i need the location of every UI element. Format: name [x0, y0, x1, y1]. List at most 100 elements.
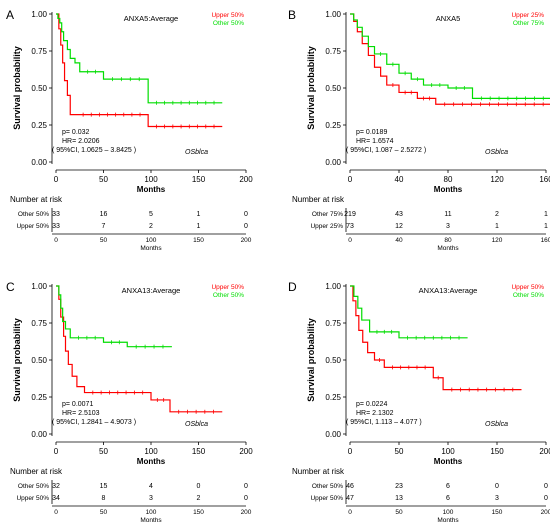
legend-entry: Other 75%: [513, 20, 544, 27]
risk-count: 3: [446, 223, 450, 230]
survival-curve-upper: [350, 285, 522, 391]
risk-x-tick-label: 160: [541, 237, 550, 244]
x-tick-label: 0: [348, 175, 353, 184]
y-tick-label: 0.75: [325, 47, 341, 56]
legend-entry: Other 50%: [213, 20, 244, 27]
x-tick-label: 200: [239, 175, 253, 184]
risk-x-tick-label: 0: [54, 237, 58, 244]
x-tick-label: 0: [54, 447, 59, 456]
legend-entry: Upper 50%: [211, 284, 244, 291]
x-axis-title: Months: [137, 185, 166, 194]
y-tick-label: 0.00: [325, 158, 341, 167]
stat-text: HR= 1.6574: [356, 138, 394, 145]
risk-count: 2: [495, 211, 499, 218]
x-tick-label: 160: [539, 175, 550, 184]
risk-x-tick-label: 200: [241, 237, 252, 244]
survival-curve-other: [350, 285, 468, 339]
risk-x-tick-label: 100: [146, 509, 157, 516]
risk-count: 11: [444, 211, 451, 218]
x-tick-label: 100: [144, 175, 158, 184]
source-label: OSblca: [485, 421, 508, 428]
x-axis-title: Months: [434, 457, 463, 466]
risk-count: 15: [100, 483, 108, 490]
risk-x-tick-label: 0: [54, 509, 58, 516]
y-tick-label: 0.75: [31, 319, 47, 328]
km-panel-c: C0.000.250.500.751.000 50 100 150 200MonthsS…: [6, 280, 253, 524]
risk-count: 3: [149, 495, 153, 502]
stat-text: p= 0.0224: [356, 401, 387, 408]
x-tick-label: 40: [395, 175, 404, 184]
x-tick-label: 50: [395, 447, 404, 456]
risk-count: 12: [395, 223, 403, 230]
risk-count: 6: [446, 495, 450, 502]
risk-count: 32: [52, 483, 60, 490]
y-tick-label: 0.50: [31, 356, 47, 365]
survival-curve-other: [56, 285, 172, 348]
x-axis-title: Months: [434, 185, 463, 194]
risk-row-label: Upper 50%: [310, 495, 343, 502]
risk-x-tick-label: 150: [193, 237, 204, 244]
stat-text: HR= 2.5103: [62, 410, 100, 417]
risk-x-title: Months: [437, 517, 459, 524]
legend-entry: Upper 50%: [211, 12, 244, 19]
y-tick-label: 0.25: [325, 393, 341, 402]
survival-curve-other: [56, 13, 223, 104]
risk-row-label: Upper 50%: [16, 495, 49, 502]
stat-text: ( 95%CI, 1.087 – 2.5272 ): [346, 147, 426, 154]
legend-entry: Upper 25%: [511, 12, 544, 19]
stat-text: ( 95%CI, 1.0625 – 3.8425 ): [52, 147, 136, 154]
risk-count: 1: [197, 211, 201, 218]
chart-title: ANXA13:Average: [419, 286, 478, 295]
risk-count: 0: [495, 483, 499, 490]
risk-count: 7: [102, 223, 106, 230]
risk-x-tick-label: 100: [443, 509, 454, 516]
y-tick-label: 0.50: [325, 84, 341, 93]
survival-curve-other: [350, 13, 550, 99]
risk-count: 1: [544, 211, 548, 218]
chart-title: ANXA5: [436, 14, 461, 23]
y-tick-label: 0.25: [325, 121, 341, 130]
risk-table-title: Number at risk: [10, 195, 63, 204]
panel-letter: B: [288, 8, 296, 22]
risk-x-tick-label: 0: [348, 509, 352, 516]
risk-count: 2: [149, 223, 153, 230]
legend-entry: Other 50%: [213, 292, 244, 299]
risk-x-tick-label: 200: [541, 509, 550, 516]
risk-x-tick-label: 50: [395, 509, 403, 516]
risk-row-label: Upper 50%: [16, 223, 49, 230]
y-axis-title: Survival probability: [12, 318, 22, 402]
risk-count: 219: [344, 211, 356, 218]
risk-x-tick-label: 150: [492, 509, 503, 516]
y-tick-label: 0.00: [31, 430, 47, 439]
source-label: OSblca: [185, 149, 208, 156]
chart-title: ANXA5:Average: [124, 14, 178, 23]
y-tick-label: 1.00: [31, 10, 47, 19]
panel-letter: C: [6, 280, 15, 294]
stat-text: ( 95%CI, 1.2841 – 4.9073 ): [52, 419, 136, 426]
risk-row-label: Other 50%: [18, 483, 49, 490]
x-tick-label: 80: [444, 175, 453, 184]
y-tick-label: 0.25: [31, 121, 47, 130]
risk-table-title: Number at risk: [292, 195, 345, 204]
risk-count: 0: [244, 495, 248, 502]
panel-letter: A: [6, 8, 14, 22]
risk-count: 0: [244, 483, 248, 490]
y-tick-label: 0.00: [325, 430, 341, 439]
risk-count: 0: [544, 495, 548, 502]
legend-entry: Other 50%: [513, 292, 544, 299]
risk-x-title: Months: [140, 245, 162, 252]
risk-count: 73: [346, 223, 354, 230]
risk-table-title: Number at risk: [292, 467, 345, 476]
risk-x-tick-label: 40: [395, 237, 403, 244]
survival-curve-upper: [350, 13, 550, 105]
risk-count: 13: [395, 495, 403, 502]
x-tick-label: 100: [441, 447, 455, 456]
y-tick-label: 1.00: [31, 282, 47, 291]
risk-count: 33: [52, 223, 60, 230]
risk-count: 0: [244, 223, 248, 230]
x-tick-label: 150: [490, 447, 504, 456]
risk-count: 0: [544, 483, 548, 490]
risk-count: 3: [495, 495, 499, 502]
